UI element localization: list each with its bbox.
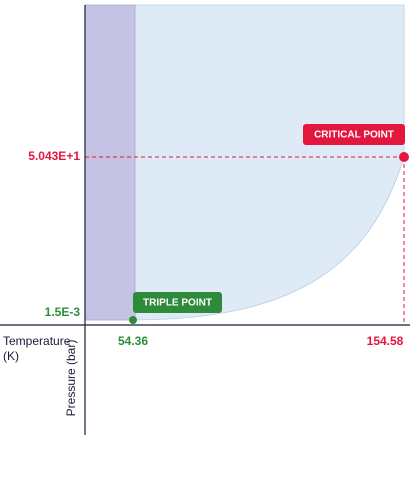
triple-temperature: 54.36 [118, 334, 148, 348]
critical-pressure: 5.043E+1 [28, 149, 80, 163]
pressure-label: Pressure (bar) [64, 340, 78, 417]
critical-point-label: CRITICAL POINT [314, 130, 394, 141]
liquid-region [132, 4, 405, 321]
critical-point-marker [399, 152, 409, 162]
solid-region [84, 4, 136, 321]
triple-pressure: 1.5E-3 [45, 305, 81, 319]
critical-point-badge [303, 124, 405, 145]
triple-point-marker [129, 316, 137, 324]
temperature-unit: (K) [3, 349, 19, 363]
triple-point-label: TRIPLE POINT [143, 298, 212, 309]
temperature-label: Temperature [3, 334, 71, 348]
critical-temperature: 154.58 [367, 334, 404, 348]
triple-point-badge [133, 292, 222, 313]
